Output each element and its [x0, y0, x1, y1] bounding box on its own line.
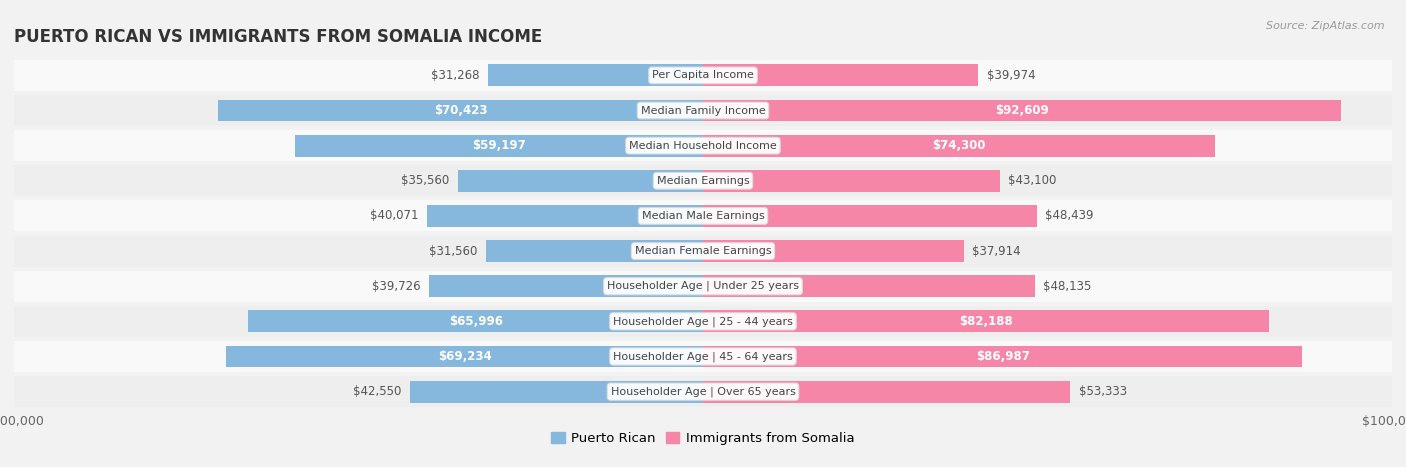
Bar [14, 376, 1392, 407]
Text: $65,996: $65,996 [449, 315, 503, 328]
Text: Median Male Earnings: Median Male Earnings [641, 211, 765, 221]
Bar [458, 170, 703, 191]
Text: Per Capita Income: Per Capita Income [652, 71, 754, 80]
Text: $48,135: $48,135 [1043, 280, 1091, 293]
Bar [703, 381, 1070, 403]
Bar [703, 64, 979, 86]
Text: $37,914: $37,914 [973, 245, 1021, 258]
Text: Householder Age | 45 - 64 years: Householder Age | 45 - 64 years [613, 351, 793, 362]
Text: Median Family Income: Median Family Income [641, 106, 765, 115]
Text: $39,726: $39,726 [373, 280, 420, 293]
Text: $39,974: $39,974 [987, 69, 1035, 82]
Text: PUERTO RICAN VS IMMIGRANTS FROM SOMALIA INCOME: PUERTO RICAN VS IMMIGRANTS FROM SOMALIA … [14, 28, 543, 46]
Bar [703, 170, 1000, 191]
Bar [485, 240, 703, 262]
Text: $31,268: $31,268 [430, 69, 479, 82]
Text: Median Female Earnings: Median Female Earnings [634, 246, 772, 256]
Bar [703, 346, 1302, 368]
Text: Median Household Income: Median Household Income [628, 141, 778, 151]
Bar [14, 60, 1392, 91]
Legend: Puerto Rican, Immigrants from Somalia: Puerto Rican, Immigrants from Somalia [546, 427, 860, 451]
Bar [14, 95, 1392, 126]
Text: $74,300: $74,300 [932, 139, 986, 152]
Text: $31,560: $31,560 [429, 245, 477, 258]
Bar [14, 271, 1392, 302]
Text: $92,609: $92,609 [995, 104, 1049, 117]
Text: Median Earnings: Median Earnings [657, 176, 749, 186]
Text: $82,188: $82,188 [959, 315, 1012, 328]
Bar [14, 200, 1392, 231]
Bar [14, 165, 1392, 196]
Text: $42,550: $42,550 [353, 385, 402, 398]
Bar [14, 306, 1392, 337]
Bar [14, 130, 1392, 161]
Text: $70,423: $70,423 [433, 104, 486, 117]
Bar [218, 99, 703, 121]
Bar [703, 99, 1341, 121]
Text: $69,234: $69,234 [437, 350, 491, 363]
Bar [411, 381, 703, 403]
Text: $86,987: $86,987 [976, 350, 1029, 363]
Text: $59,197: $59,197 [472, 139, 526, 152]
Bar [703, 276, 1035, 297]
Text: Householder Age | 25 - 44 years: Householder Age | 25 - 44 years [613, 316, 793, 326]
Bar [703, 311, 1270, 332]
Bar [427, 205, 703, 227]
Bar [295, 135, 703, 156]
Text: $53,333: $53,333 [1078, 385, 1126, 398]
Bar [703, 135, 1215, 156]
Text: Source: ZipAtlas.com: Source: ZipAtlas.com [1267, 21, 1385, 31]
Text: $43,100: $43,100 [1008, 174, 1056, 187]
Text: $40,071: $40,071 [370, 209, 419, 222]
Text: $35,560: $35,560 [402, 174, 450, 187]
Bar [703, 240, 965, 262]
Bar [429, 276, 703, 297]
Text: $48,439: $48,439 [1045, 209, 1094, 222]
Bar [703, 205, 1036, 227]
Text: Householder Age | Under 25 years: Householder Age | Under 25 years [607, 281, 799, 291]
Bar [226, 346, 703, 368]
Text: Householder Age | Over 65 years: Householder Age | Over 65 years [610, 386, 796, 397]
Bar [14, 341, 1392, 372]
Bar [488, 64, 703, 86]
Bar [14, 236, 1392, 267]
Bar [249, 311, 703, 332]
